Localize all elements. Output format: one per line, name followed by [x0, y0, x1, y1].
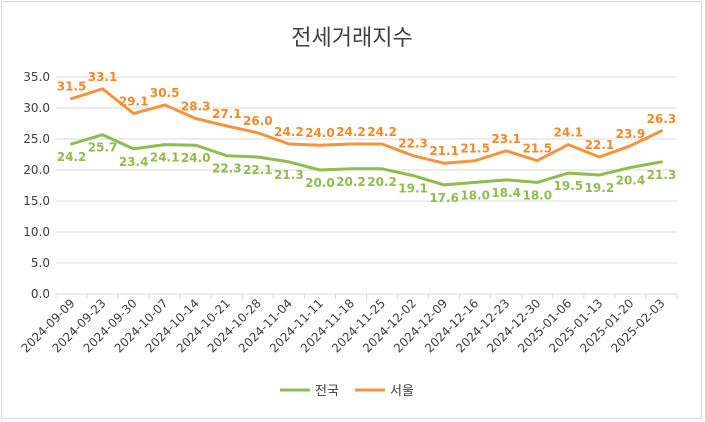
data-label: 19.5: [554, 179, 584, 193]
data-label: 21.5: [460, 142, 490, 156]
data-label: 21.1: [429, 144, 459, 158]
data-label: 24.0: [181, 151, 211, 165]
data-label: 33.1: [88, 70, 118, 84]
y-tick-label: 25.0: [23, 132, 50, 146]
data-label: 21.3: [274, 168, 304, 182]
data-label: 18.0: [460, 188, 490, 202]
data-label: 21.5: [522, 142, 552, 156]
data-label: 23.9: [616, 127, 646, 141]
y-tick-label: 10.0: [23, 225, 50, 239]
data-label: 26.3: [647, 112, 677, 126]
data-label: 17.6: [429, 191, 459, 205]
data-label: 24.2: [367, 125, 397, 139]
y-tick-label: 20.0: [23, 163, 50, 177]
chart-title: 전세거래지수: [291, 26, 412, 51]
x-axis: 2024-09-092024-09-232024-09-302024-10-07…: [18, 294, 678, 355]
data-label: 18.0: [522, 188, 552, 202]
data-label: 22.1: [585, 138, 615, 152]
y-tick-label: 30.0: [23, 101, 50, 115]
data-label: 22.3: [398, 137, 428, 151]
data-label: 20.2: [367, 175, 397, 189]
y-tick-label: 5.0: [31, 256, 50, 270]
data-label: 24.1: [150, 151, 180, 165]
data-label: 31.5: [57, 80, 87, 94]
series-lines: [70, 87, 663, 187]
series-line-0: [70, 133, 663, 187]
data-label: 25.7: [88, 141, 118, 155]
data-labels: 24.225.723.4 24.1 24.022.3 22.1 21.320.0 20.2…: [57, 70, 677, 205]
data-label: 26.0: [243, 114, 273, 128]
data-label: 24.2: [274, 125, 304, 139]
data-label: 29.1: [119, 95, 149, 109]
data-label: 24.0: [305, 126, 335, 140]
y-tick-label: 15.0: [23, 194, 50, 208]
legend: 전국 서울: [280, 384, 414, 399]
legend-entry: 전국: [315, 384, 339, 399]
data-label: 20.4: [616, 174, 646, 188]
data-label: 20.2: [336, 175, 366, 189]
y-tick-label: 35.0: [23, 70, 50, 84]
data-label: 27.1: [212, 107, 242, 121]
data-label: 18.4: [491, 186, 521, 200]
series-line-1: [70, 87, 663, 165]
y-tick-label: 0.0: [31, 287, 50, 301]
data-label: 23.4: [119, 155, 149, 169]
data-label: 23.1: [491, 132, 521, 146]
data-label: 28.3: [181, 100, 211, 114]
data-label: 21.3: [647, 168, 677, 182]
data-label: 19.1: [398, 182, 428, 196]
data-label: 24.2: [57, 150, 87, 164]
legend-entry: 서울: [390, 384, 414, 399]
data-label: 24.1: [554, 126, 584, 140]
data-label: 24.2: [336, 125, 366, 139]
data-label: 30.5: [150, 86, 180, 100]
y-axis: 0.0 5.0 10.0 15.0 20.0 25.0 30.0 35.0: [23, 70, 50, 301]
data-label: 19.2: [585, 181, 615, 195]
data-label: 20.0: [305, 176, 335, 190]
data-label: 22.1: [243, 163, 273, 177]
data-label: 22.3: [212, 162, 242, 176]
